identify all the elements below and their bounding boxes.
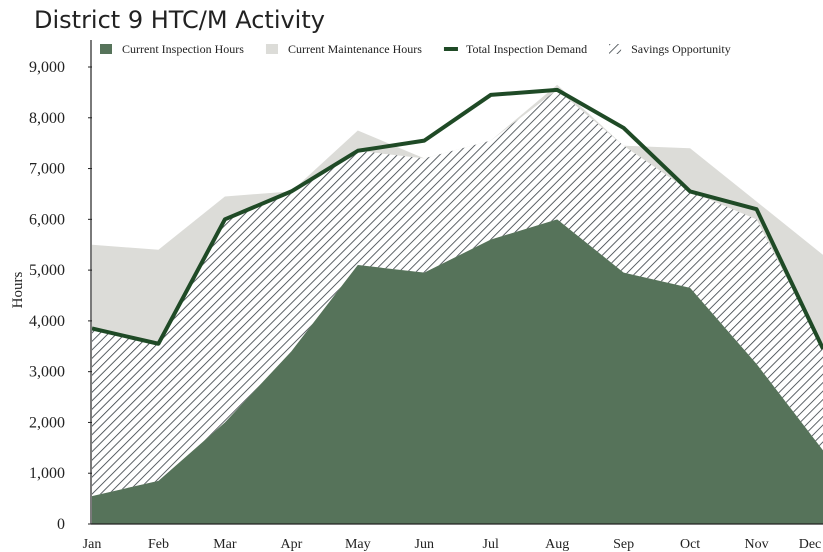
- legend-swatch: [265, 44, 278, 54]
- y-tick-label: 6,000: [29, 211, 65, 228]
- legend-label: Current Inspection Hours: [122, 42, 244, 56]
- x-tick-label: Nov: [744, 537, 768, 552]
- legend-swatch: [443, 47, 458, 51]
- savings-area: [92, 89, 823, 497]
- plot-area: [92, 84, 823, 524]
- legend-swatch: [609, 44, 622, 54]
- legend-label: Current Maintenance Hours: [288, 42, 422, 56]
- y-tick-label: 3,000: [29, 364, 65, 381]
- x-tick-label: Jul: [483, 537, 499, 552]
- x-tick-label: Mar: [213, 537, 237, 552]
- x-tick-label: May: [345, 537, 371, 552]
- legend-label: Total Inspection Demand: [466, 42, 587, 56]
- x-tick-label: Sep: [613, 537, 634, 552]
- x-tick-label: Jan: [83, 537, 102, 552]
- y-axis-label: Hours: [10, 272, 26, 309]
- legend-item: Current Inspection Hours: [100, 42, 244, 56]
- legend: Current Inspection Hours Current Maintena…: [100, 42, 731, 56]
- x-tick-label: Aug: [545, 537, 569, 552]
- x-tick-label: Dec: [799, 537, 822, 552]
- x-tick-label: Oct: [680, 537, 700, 552]
- area: [92, 219, 823, 524]
- y-tick-label: 9,000: [29, 59, 65, 76]
- x-tick-label: Jun: [415, 537, 434, 552]
- legend-item: Total Inspection Demand: [443, 42, 587, 56]
- y-tick-label: 1,000: [29, 465, 65, 482]
- y-tick-label: 4,000: [29, 313, 65, 330]
- y-tick-label: 7,000: [29, 161, 65, 178]
- x-tick-label: Apr: [280, 537, 302, 552]
- axes: 0 1,000 2,000 3,000 4,000 5,000 6,000 7,000 8,00…: [29, 40, 823, 552]
- y-tick-label: 5,000: [29, 262, 65, 279]
- legend-swatch: [100, 44, 112, 54]
- legend-label: Savings Opportunity: [631, 42, 731, 56]
- chart-title: District 9 HTC/M Activity: [34, 6, 325, 34]
- line: [92, 87, 823, 350]
- legend-item: Current Maintenance Hours: [265, 42, 422, 56]
- y-tick-label: 2,000: [29, 414, 65, 431]
- legend-item: Savings Opportunity: [609, 42, 731, 56]
- y-tick-label: 8,000: [29, 110, 65, 127]
- x-tick-label: Feb: [148, 537, 169, 552]
- y-tick-label: 0: [57, 516, 65, 533]
